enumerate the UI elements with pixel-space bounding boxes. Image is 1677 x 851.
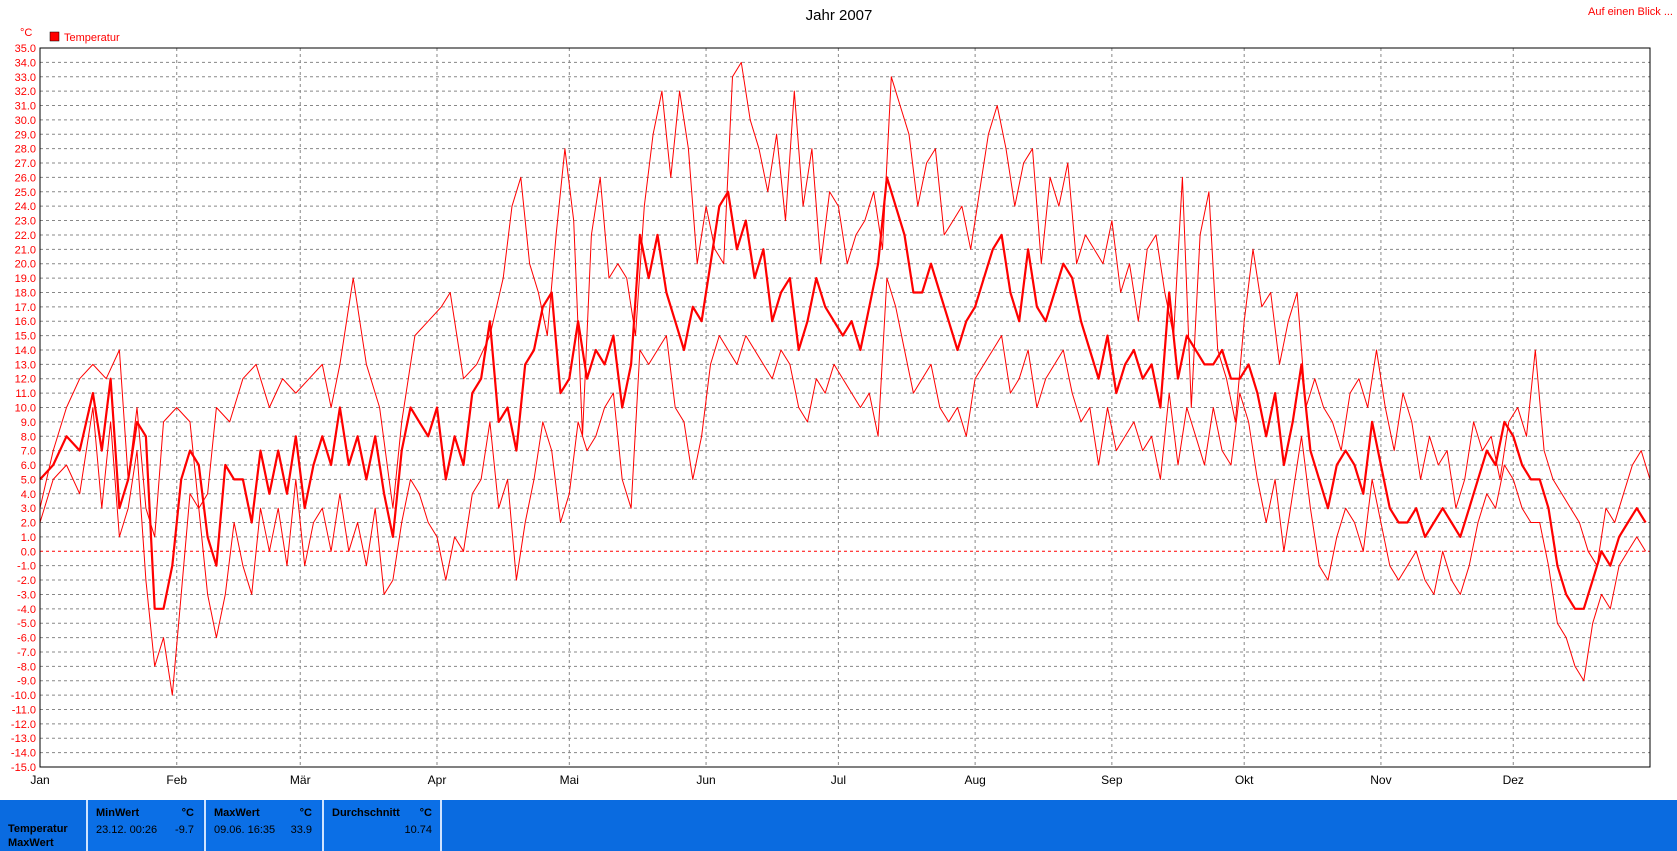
y-tick-label: 17.0 xyxy=(15,302,36,314)
y-tick-label: 32.0 xyxy=(15,86,36,98)
y-tick-label: 14.0 xyxy=(15,345,36,357)
y-tick-label: 34.0 xyxy=(15,57,36,69)
y-tick-label: 12.0 xyxy=(15,374,36,386)
legend-label: Temperatur xyxy=(64,32,120,44)
chart-title: Jahr 2007 xyxy=(806,7,873,24)
x-tick-label: Jun xyxy=(696,773,715,787)
x-tick-label: Jul xyxy=(831,773,846,787)
stat-head: Durchschnitt xyxy=(332,807,400,819)
y-tick-label: -12.0 xyxy=(11,719,36,731)
y-tick-label: -7.0 xyxy=(17,647,36,659)
y-tick-label: 5.0 xyxy=(21,474,36,486)
y-tick-label: 21.0 xyxy=(15,244,36,256)
legend-swatch xyxy=(49,31,60,42)
stat-unit: °C xyxy=(419,807,432,819)
stats-row-label: Temperatur xyxy=(8,823,68,835)
stat-value: -9.7 xyxy=(175,824,194,836)
chart-series xyxy=(39,61,1651,696)
x-tick-label: Aug xyxy=(964,773,985,787)
y-tick-label: -1.0 xyxy=(17,561,36,573)
stat-date: 23.12. 00:26 xyxy=(96,824,158,836)
y-tick-label: -4.0 xyxy=(17,604,36,616)
y-tick-label: 29.0 xyxy=(15,129,36,141)
x-tick-label: Sep xyxy=(1101,773,1123,787)
y-tick-label: 11.0 xyxy=(15,388,36,400)
y-tick-label: -2.0 xyxy=(17,575,36,587)
y-tick-label: 10.0 xyxy=(15,403,36,415)
y-tick-label: -9.0 xyxy=(17,676,36,688)
y-tick-label: -15.0 xyxy=(11,762,36,774)
stat-max-box: MaxWert °C 09.06. 16:35 33.9 xyxy=(204,800,320,851)
y-tick-label: -8.0 xyxy=(17,661,36,673)
stat-value: 10.74 xyxy=(404,824,432,836)
y-tick-label: -5.0 xyxy=(17,618,36,630)
stat-unit: °C xyxy=(181,807,194,819)
y-tick-label: -14.0 xyxy=(11,748,36,760)
y-tick-label: 30.0 xyxy=(15,115,36,127)
x-tick-label: Mär xyxy=(290,773,311,787)
y-tick-label: 6.0 xyxy=(21,460,36,472)
y-tick-label: -3.0 xyxy=(17,589,36,601)
y-tick-label: -6.0 xyxy=(17,633,36,645)
x-tick-label: Dez xyxy=(1503,773,1524,787)
y-tick-label: 23.0 xyxy=(15,216,36,228)
y-tick-label: 13.0 xyxy=(15,359,36,371)
stat-unit: °C xyxy=(299,807,312,819)
chart-grid: -15.0 -14.0 -13.0 -12.0 -11.0 -10.0 -9.0 -8.0 -7… xyxy=(11,43,1650,787)
plot-frame xyxy=(39,47,1651,768)
y-unit-label: °C xyxy=(20,27,32,39)
y-tick-label: 16.0 xyxy=(15,316,36,328)
temperature-chart: Jahr 2007 Auf einen Blick ... °C Tempera… xyxy=(11,6,1673,787)
x-tick-label: Apr xyxy=(428,773,447,787)
y-tick-label: 31.0 xyxy=(15,101,36,113)
overview-link[interactable]: Auf einen Blick ... xyxy=(1588,6,1673,18)
stat-head: MaxWert xyxy=(214,807,260,819)
x-tick-label: Mai xyxy=(560,773,579,787)
y-tick-label: 19.0 xyxy=(15,273,36,285)
stat-value: 33.9 xyxy=(290,824,312,836)
y-tick-label: 8.0 xyxy=(21,431,36,443)
x-tick-label: Jan xyxy=(30,773,49,787)
y-tick-label: 0.0 xyxy=(21,546,36,558)
y-tick-label: -11.0 xyxy=(12,704,36,716)
stat-avg-box: Durchschnitt °C 10.74 xyxy=(322,800,442,851)
y-tick-label: 25.0 xyxy=(15,187,36,199)
series-line-3 xyxy=(39,277,1647,696)
series-line-2 xyxy=(39,176,1647,610)
y-tick-label: 18.0 xyxy=(15,287,36,299)
y-tick-label: 1.0 xyxy=(21,532,36,544)
series-line-1 xyxy=(39,61,1651,567)
stat-date: 09.06. 16:35 xyxy=(214,824,276,836)
y-tick-label: 15.0 xyxy=(15,331,36,343)
x-tick-label: Okt xyxy=(1235,773,1254,787)
y-tick-label: 22.0 xyxy=(15,230,36,242)
y-tick-label: 33.0 xyxy=(15,72,36,84)
y-tick-label: 7.0 xyxy=(21,446,36,458)
y-tick-label: 26.0 xyxy=(15,172,36,184)
x-tick-label: Nov xyxy=(1370,773,1391,787)
stats-row-label: MaxWert xyxy=(8,837,54,849)
y-tick-label: 20.0 xyxy=(15,259,36,271)
y-tick-label: -10.0 xyxy=(11,690,36,702)
y-tick-label: 35.0 xyxy=(15,43,36,55)
y-tick-label: 2.0 xyxy=(21,518,36,530)
stat-min-box: MinWert °C 23.12. 00:26 -9.7 xyxy=(86,800,202,851)
y-tick-label: 9.0 xyxy=(21,417,36,429)
y-tick-label: 4.0 xyxy=(21,489,36,501)
y-tick-label: 24.0 xyxy=(15,201,36,213)
y-tick-label: -13.0 xyxy=(11,733,36,745)
y-tick-label: 27.0 xyxy=(15,158,36,170)
stat-head: MinWert xyxy=(96,807,140,819)
stats-panel: Temperatur MaxWert MinWert °C 23.12. 00:… xyxy=(0,800,1677,851)
x-tick-label: Feb xyxy=(166,773,187,787)
y-tick-label: 28.0 xyxy=(15,144,36,156)
y-tick-label: 3.0 xyxy=(21,503,36,515)
